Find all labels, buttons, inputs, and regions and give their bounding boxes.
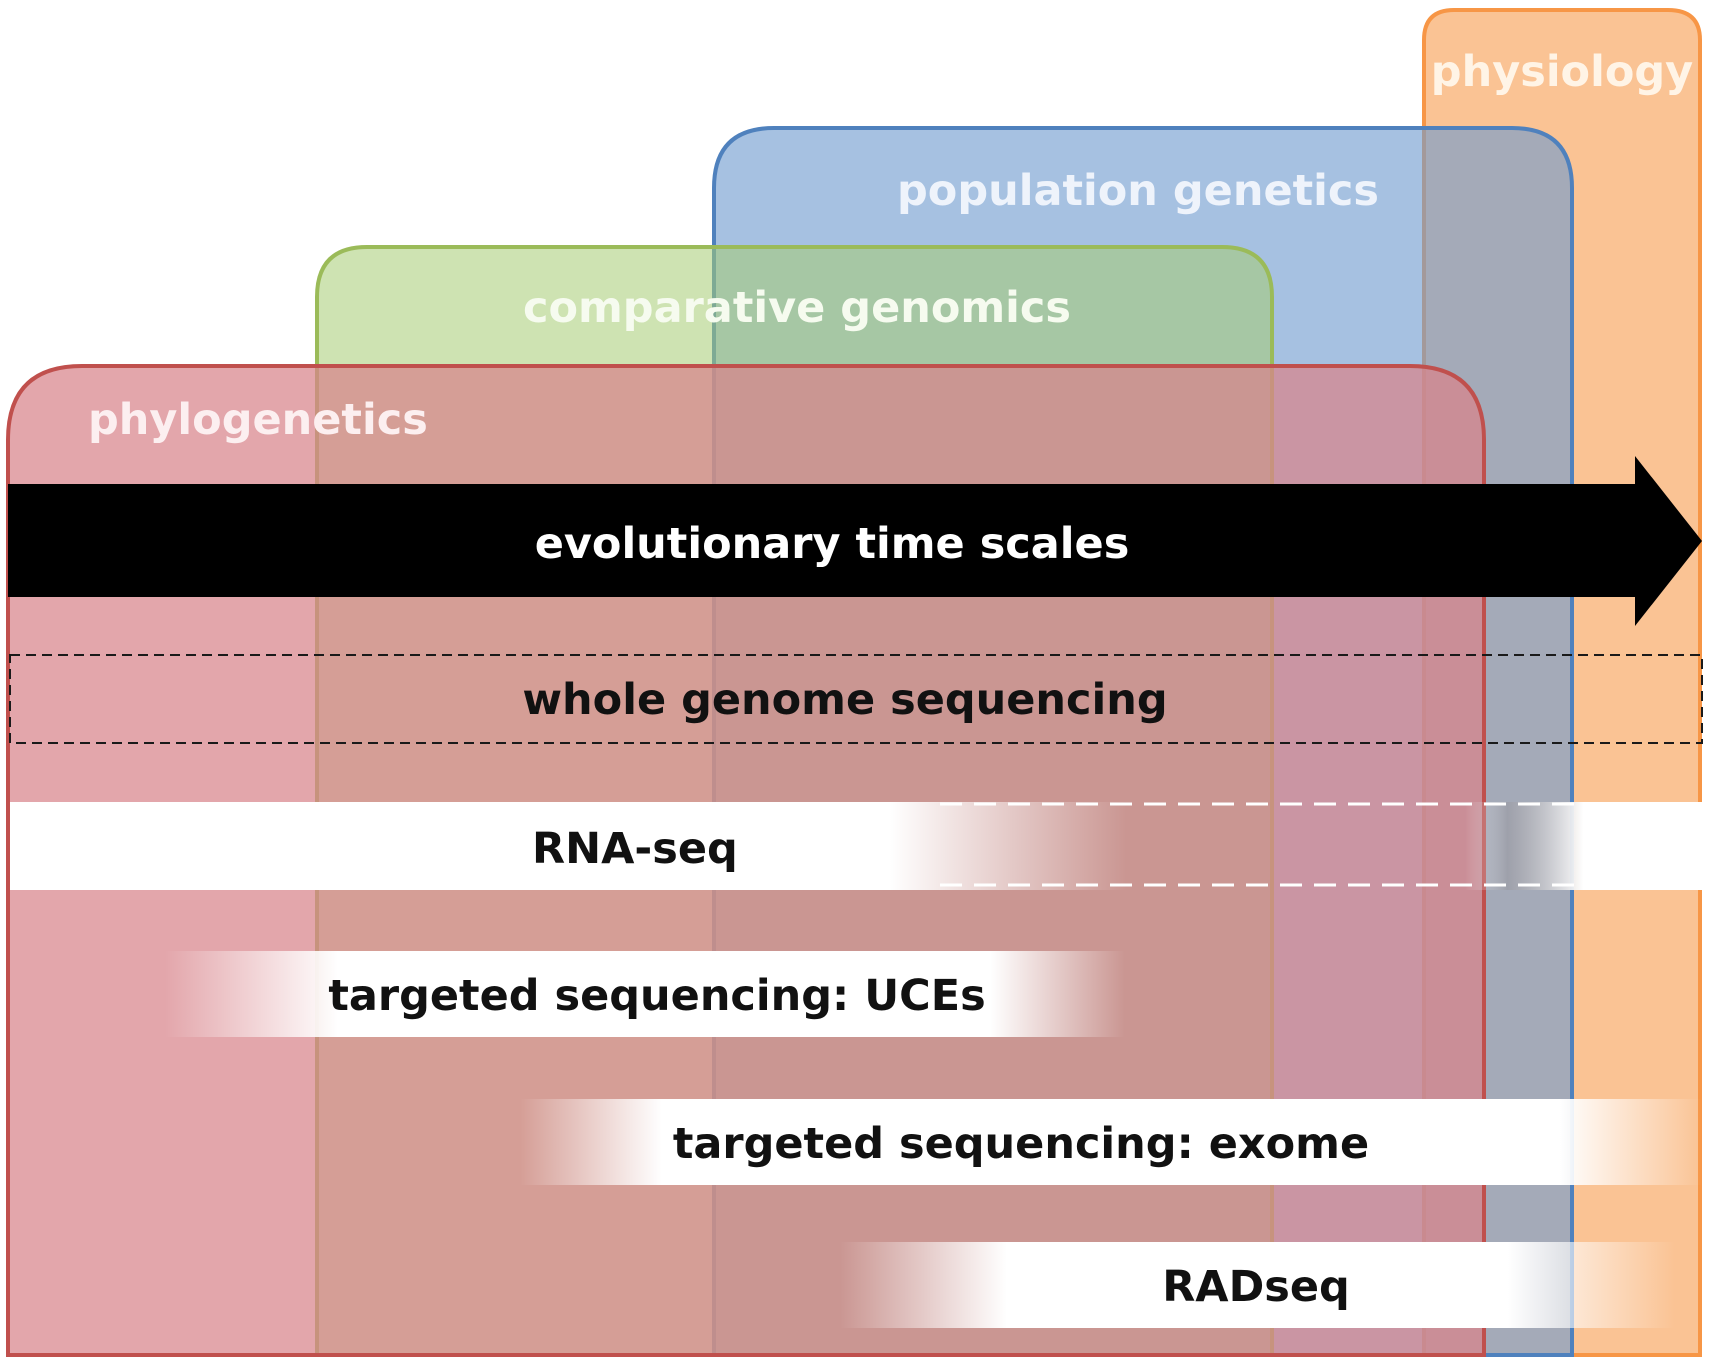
targeted-uces-band bbox=[165, 951, 1125, 1037]
whole-genome-sequencing-box bbox=[9, 654, 1703, 744]
time-arrow-label: evolutionary time scales bbox=[535, 519, 1130, 569]
rna-seq-label: RNA-seq bbox=[532, 824, 738, 874]
field-population-genetics-label: population genetics bbox=[897, 166, 1379, 216]
targeted-uces-label: targeted sequencing: UCEs bbox=[328, 971, 985, 1021]
field-physiology-label: physiology bbox=[1431, 47, 1693, 97]
method-targeted-uces: targeted sequencing: UCEs bbox=[165, 951, 1125, 1037]
rna-seq-band bbox=[10, 802, 1702, 890]
method-rna-seq: RNA-seq bbox=[10, 802, 1702, 890]
whole-genome-sequencing-label: whole genome sequencing bbox=[522, 675, 1167, 725]
method-targeted-exome: targeted sequencing: exome bbox=[520, 1099, 1702, 1185]
targeted-exome-label: targeted sequencing: exome bbox=[673, 1119, 1369, 1169]
time-arrow-shape bbox=[8, 456, 1702, 626]
field-phylogenetics-label: phylogenetics bbox=[88, 395, 428, 445]
targeted-exome-band bbox=[520, 1099, 1702, 1185]
field-comparative-genomics-label: comparative genomics bbox=[523, 283, 1071, 333]
method-whole-genome-sequencing: whole genome sequencing bbox=[9, 654, 1703, 744]
radseq-band bbox=[840, 1242, 1675, 1328]
method-radseq: RADseq bbox=[840, 1242, 1675, 1328]
radseq-label: RADseq bbox=[1162, 1262, 1350, 1312]
time-arrow: evolutionary time scales bbox=[8, 456, 1702, 626]
